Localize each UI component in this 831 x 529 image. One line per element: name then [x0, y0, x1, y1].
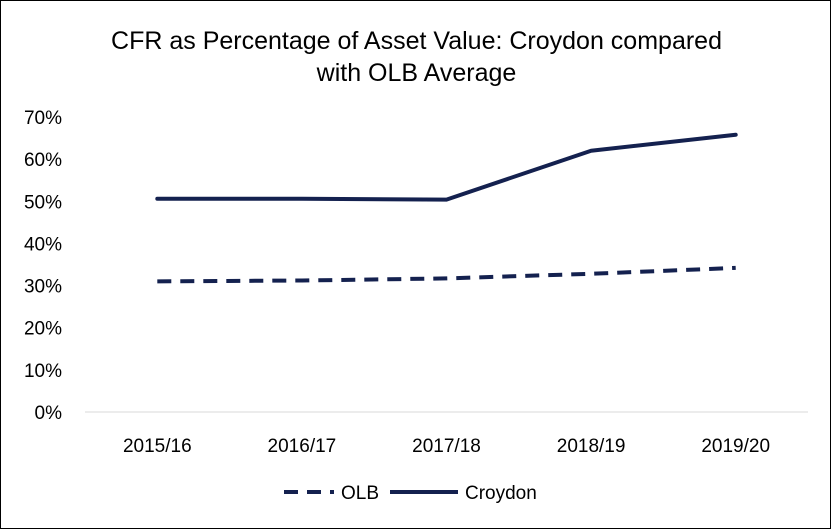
- series-layer: [155, 132, 738, 284]
- y-tick-label: 70%: [24, 108, 62, 129]
- legend-label-olb: OLB: [341, 483, 379, 504]
- legend-label-croydon: Croydon: [465, 483, 537, 504]
- x-tick-label: 2016/17: [268, 436, 337, 457]
- x-tick-label: 2017/18: [412, 436, 481, 457]
- y-tick-label: 50%: [24, 192, 62, 213]
- y-tick-label: 20%: [24, 319, 62, 340]
- y-tick-label: 30%: [24, 277, 62, 298]
- y-tick-label: 40%: [24, 234, 62, 255]
- series-line-croydon: [155, 132, 738, 202]
- series-line-olb: [157, 265, 736, 284]
- chart-title-line-1: CFR as Percentage of Asset Value: Croydo…: [111, 27, 722, 55]
- x-tick-label: 2018/19: [557, 436, 626, 457]
- chart-title-line-2: with OLB Average: [316, 59, 517, 87]
- y-tick-label: 60%: [24, 150, 62, 171]
- chart-title: CFR as Percentage of Asset Value: Croydo…: [1, 25, 831, 89]
- y-tick-label: 0%: [35, 403, 63, 424]
- y-tick-label: 10%: [24, 361, 62, 382]
- x-tick-label: 2019/20: [701, 436, 770, 457]
- x-axis: 2015/16 2016/17 2017/18 2018/19 2019/20: [85, 411, 808, 457]
- legend: OLB Croydon: [284, 483, 537, 504]
- x-tick-label: 2015/16: [123, 436, 192, 457]
- y-axis: 0% 10% 20% 30% 40% 50% 60% 70%: [24, 108, 62, 424]
